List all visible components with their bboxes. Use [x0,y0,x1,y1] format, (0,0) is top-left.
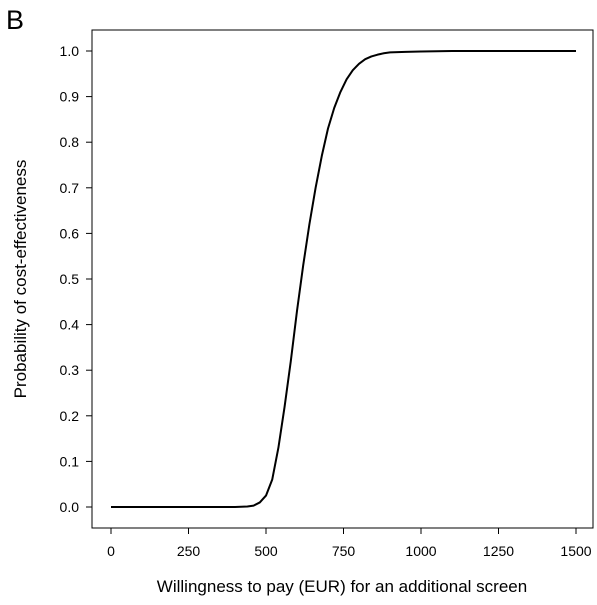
x-tick-label: 500 [254,543,278,559]
y-tick-label: 0.3 [60,362,80,378]
y-tick-label: 0.9 [60,89,80,105]
y-tick-label: 0.8 [60,134,80,150]
y-tick-label: 0.7 [60,180,80,196]
x-tick-label: 1250 [483,543,514,559]
x-tick-label: 0 [107,543,115,559]
x-tick-label: 250 [177,543,201,559]
y-tick-label: 0.6 [60,225,80,241]
y-tick-label: 0.2 [60,408,80,424]
x-axis: 0 250 500 750 1000 1250 1500 [107,528,592,559]
y-axis: 0.0 0.1 0.2 0.3 0.4 0.5 0.6 0.7 0.8 0.9 1.0 [60,43,92,515]
x-axis-title: Willingness to pay (EUR) for an addition… [157,577,527,596]
panel-label: B [6,5,24,35]
y-tick-label: 0.0 [60,499,80,515]
x-tick-label: 1000 [405,543,436,559]
y-tick-label: 0.4 [60,317,80,333]
series-line [111,50,576,508]
y-tick-label: 1.0 [60,43,80,59]
y-axis-title: Probability of cost-effectiveness [11,160,30,399]
x-tick-label: 1500 [560,543,591,559]
plot-frame [91,29,594,529]
y-tick-label: 0.5 [60,271,80,287]
x-tick-label: 750 [332,543,356,559]
y-tick-label: 0.1 [60,453,80,469]
